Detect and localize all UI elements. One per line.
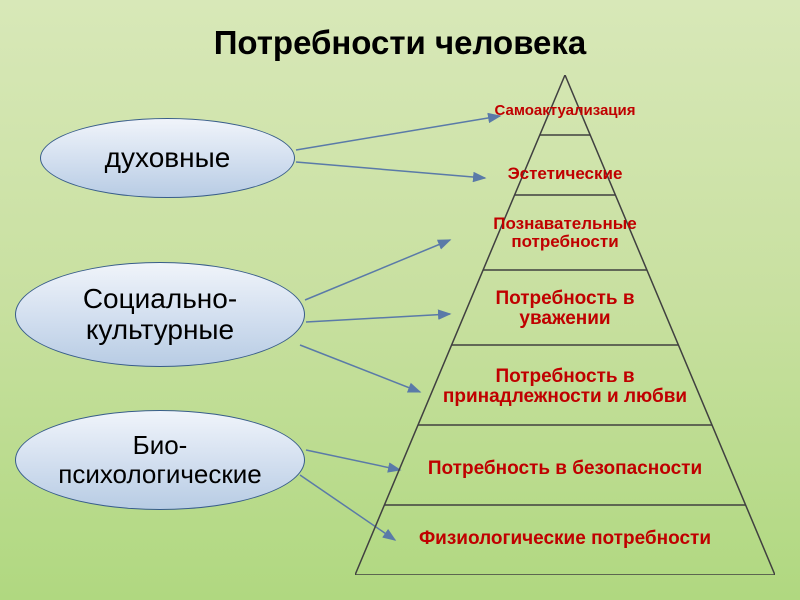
pyramid-level-0: Самоактуализация bbox=[365, 103, 765, 119]
category-oval-bio: Био- психологические bbox=[15, 410, 305, 510]
pyramid-level-4: Потребность в принадлежности и любви bbox=[365, 367, 765, 407]
pyramid-level-1: Эстетические bbox=[365, 165, 765, 183]
pyramid-level-3: Потребность в уважении bbox=[365, 289, 765, 329]
pyramid-level-5: Потребность в безопасности bbox=[365, 459, 765, 479]
category-oval-spiritual: духовные bbox=[40, 118, 295, 198]
pyramid-level-2: Познавательные потребности bbox=[365, 215, 765, 251]
page-title: Потребности человека bbox=[0, 24, 800, 62]
pyramid-level-6: Физиологические потребности bbox=[365, 529, 765, 549]
category-oval-social: Социально- культурные bbox=[15, 262, 305, 367]
